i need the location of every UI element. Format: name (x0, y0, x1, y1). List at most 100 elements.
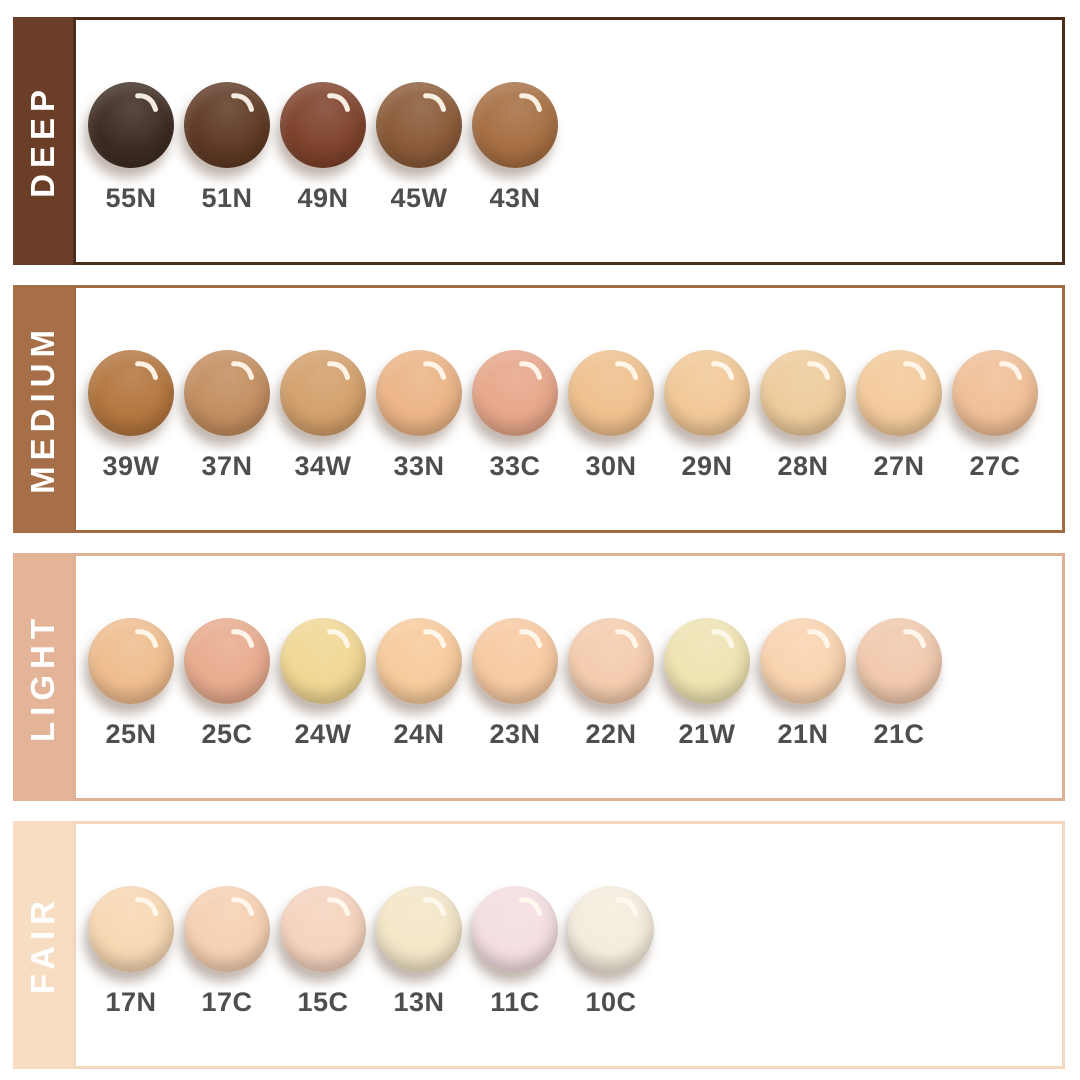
gloss-highlight-icon (423, 897, 447, 916)
swatch-cell: 21N (760, 618, 846, 750)
swatch-cell: 33C (472, 350, 558, 482)
swatch-cell: 17C (184, 886, 270, 1018)
shade-code-label: 24W (294, 719, 352, 749)
shade-swatch-34w (280, 350, 366, 436)
shade-code-label: 13N (393, 987, 445, 1017)
shade-code-label: 29N (681, 451, 733, 481)
shade-code-label: 55N (105, 183, 157, 213)
foundation-shade-chart: DEEP 55N 51N 49N 45W 43N MEDIUM 39W 37N 34W 33N… (13, 17, 1065, 1069)
swatch-row-medium: 39W 37N 34W 33N 33C 30N 29N 28N 27N 27C (88, 350, 1062, 482)
shade-code-label: 17N (105, 987, 157, 1017)
gloss-highlight-icon (519, 629, 543, 648)
shade-code-label: 10C (585, 987, 637, 1017)
swatch-cell: 11C (472, 886, 558, 1018)
section-medium: MEDIUM 39W 37N 34W 33N 33C 30N 29N 28N 27N 27C (13, 285, 1065, 533)
shade-swatch-27n (856, 350, 942, 436)
swatch-cell: 51N (184, 82, 270, 214)
swatch-cell: 24W (280, 618, 366, 750)
shade-swatch-33n (376, 350, 462, 436)
shade-code-label: 45W (390, 183, 448, 213)
shade-swatch-27c (952, 350, 1038, 436)
shade-code-label: 21N (777, 719, 829, 749)
gloss-highlight-icon (999, 361, 1023, 380)
gloss-highlight-icon (423, 629, 447, 648)
swatch-cell: 22N (568, 618, 654, 750)
gloss-highlight-icon (231, 629, 255, 648)
swatch-cell: 17N (88, 886, 174, 1018)
shade-swatch-45w (376, 82, 462, 168)
swatch-cell: 21C (856, 618, 942, 750)
swatch-cell: 13N (376, 886, 462, 1018)
shade-code-label: 21C (873, 719, 925, 749)
swatch-cell: 43N (472, 82, 558, 214)
gloss-highlight-icon (903, 629, 927, 648)
gloss-highlight-icon (519, 361, 543, 380)
swatch-cell: 37N (184, 350, 270, 482)
shade-swatch-17c (184, 886, 270, 972)
shade-code-label: 34W (294, 451, 352, 481)
gloss-highlight-icon (519, 897, 543, 916)
shade-swatch-55n (88, 82, 174, 168)
sidebar-light: LIGHT (13, 553, 73, 801)
shade-swatch-13n (376, 886, 462, 972)
shade-code-label: 49N (297, 183, 349, 213)
shade-code-label: 25C (201, 719, 253, 749)
sidebar-medium: MEDIUM (13, 285, 73, 533)
section-light: LIGHT 25N 25C 24W 24N 23N 22N 21W 21N 21C (13, 553, 1065, 801)
swatch-cell: 29N (664, 350, 750, 482)
shade-code-label: 22N (585, 719, 637, 749)
gloss-highlight-icon (807, 361, 831, 380)
shade-swatch-21n (760, 618, 846, 704)
shade-swatch-15c (280, 886, 366, 972)
swatch-cell: 24N (376, 618, 462, 750)
gloss-highlight-icon (327, 93, 351, 112)
swatch-cell: 30N (568, 350, 654, 482)
section-deep: DEEP 55N 51N 49N 45W 43N (13, 17, 1065, 265)
shade-swatch-43n (472, 82, 558, 168)
shade-swatch-24w (280, 618, 366, 704)
gloss-highlight-icon (615, 897, 639, 916)
shade-swatch-49n (280, 82, 366, 168)
swatch-cell: 49N (280, 82, 366, 214)
gloss-highlight-icon (135, 361, 159, 380)
swatch-cell: 45W (376, 82, 462, 214)
gloss-highlight-icon (519, 93, 543, 112)
shade-code-label: 11C (490, 987, 540, 1017)
shade-swatch-25c (184, 618, 270, 704)
shade-swatch-29n (664, 350, 750, 436)
gloss-highlight-icon (807, 629, 831, 648)
sidebar-fair: FAIR (13, 821, 73, 1069)
section-label-medium: MEDIUM (24, 324, 61, 494)
shade-code-label: 30N (585, 451, 637, 481)
gloss-highlight-icon (615, 361, 639, 380)
swatch-cell: 27C (952, 350, 1038, 482)
gloss-highlight-icon (327, 361, 351, 380)
shade-code-label: 33C (489, 451, 541, 481)
gloss-highlight-icon (903, 361, 927, 380)
shade-swatch-33c (472, 350, 558, 436)
shade-code-label: 15C (297, 987, 349, 1017)
shade-swatch-25n (88, 618, 174, 704)
gloss-highlight-icon (711, 361, 735, 380)
shade-swatch-51n (184, 82, 270, 168)
gloss-highlight-icon (327, 629, 351, 648)
shade-swatch-28n (760, 350, 846, 436)
swatch-row-deep: 55N 51N 49N 45W 43N (88, 82, 1062, 214)
sidebar-deep: DEEP (13, 17, 73, 265)
shade-code-label: 23N (489, 719, 541, 749)
shade-swatch-24n (376, 618, 462, 704)
shade-swatch-11c (472, 886, 558, 972)
shade-code-label: 33N (393, 451, 445, 481)
swatch-row-fair: 17N 17C 15C 13N 11C 10C (88, 886, 1062, 1018)
gloss-highlight-icon (135, 93, 159, 112)
shade-swatch-37n (184, 350, 270, 436)
section-content-light: 25N 25C 24W 24N 23N 22N 21W 21N 21C (73, 553, 1065, 801)
shade-code-label: 43N (489, 183, 541, 213)
shade-swatch-17n (88, 886, 174, 972)
gloss-highlight-icon (327, 897, 351, 916)
swatch-cell: 10C (568, 886, 654, 1018)
section-content-medium: 39W 37N 34W 33N 33C 30N 29N 28N 27N 27C (73, 285, 1065, 533)
section-fair: FAIR 17N 17C 15C 13N 11C 10C (13, 821, 1065, 1069)
shade-code-label: 27N (873, 451, 925, 481)
swatch-cell: 39W (88, 350, 174, 482)
